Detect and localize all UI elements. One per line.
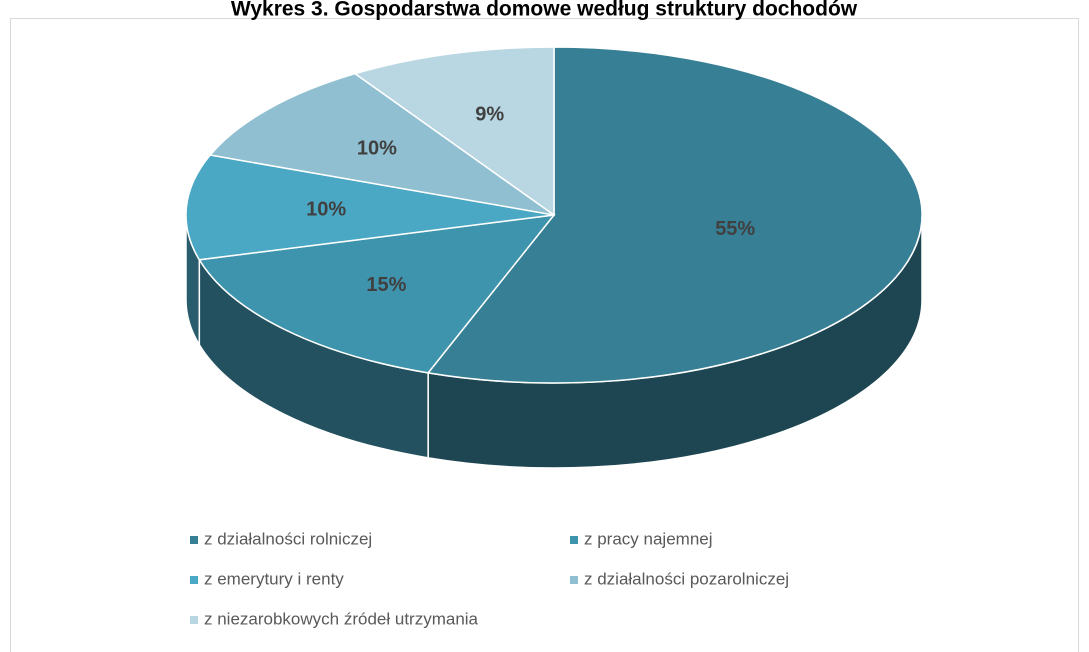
legend-label: z działalności pozarolniczej	[584, 569, 789, 588]
data-label: 55%	[715, 218, 755, 240]
data-label: 15%	[366, 274, 406, 296]
slice	[426, 46, 923, 384]
legend-label: z emerytury i renty	[204, 569, 344, 588]
slice	[185, 154, 555, 261]
slice	[198, 214, 556, 374]
legend-label: z niezarobkowych źródeł utrzymania	[204, 609, 479, 628]
data-label: 9%	[475, 103, 504, 125]
slice	[208, 72, 555, 216]
legend-label: z działalności rolniczej	[204, 529, 372, 548]
data-label: 10%	[306, 198, 346, 220]
legend-swatch	[190, 616, 198, 624]
chart-title: Wykres 3. Gospodarstwa domowe według str…	[231, 0, 858, 21]
legend-swatch	[570, 536, 578, 544]
slice	[353, 46, 555, 217]
legend-label: z pracy najemnej	[584, 529, 713, 548]
legend-swatch	[190, 576, 198, 584]
data-label: 10%	[357, 138, 397, 160]
legend-swatch	[570, 576, 578, 584]
legend-swatch	[190, 536, 198, 544]
